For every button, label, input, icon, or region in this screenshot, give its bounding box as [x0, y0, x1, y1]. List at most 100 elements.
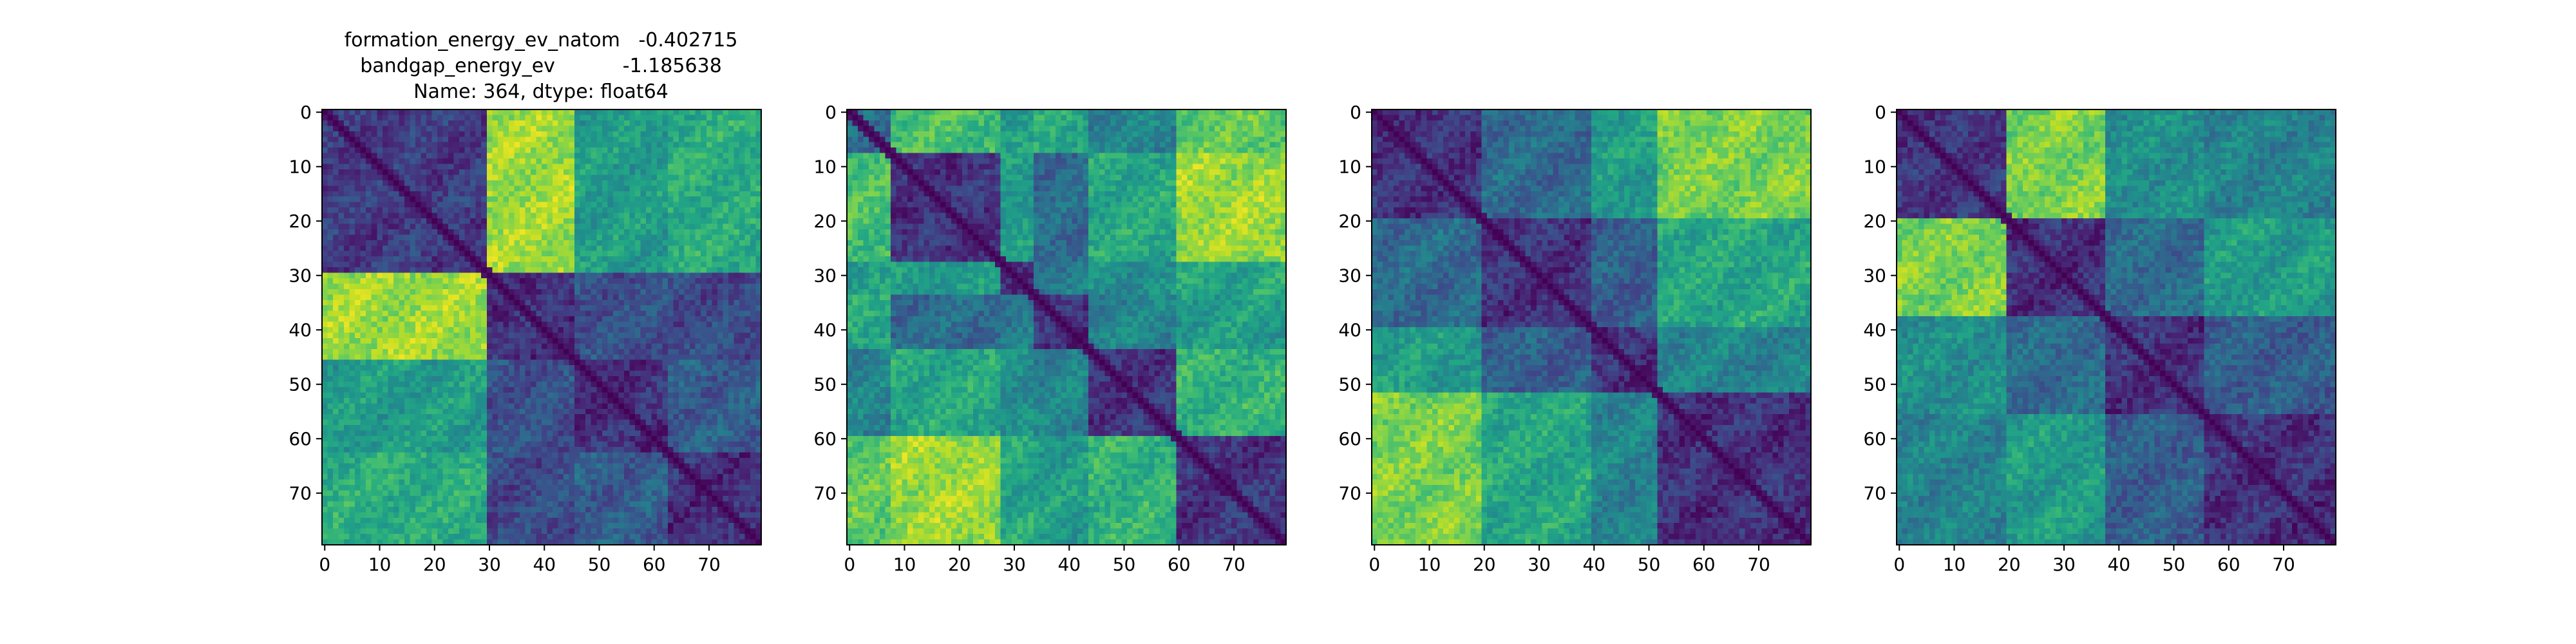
- heatmap-cell: [497, 115, 504, 121]
- heatmap-cell: [728, 191, 734, 197]
- heatmap-cell: [442, 207, 449, 214]
- heatmap-cell: [382, 251, 388, 257]
- heatmap-cell: [558, 175, 564, 181]
- heatmap-cell: [695, 381, 701, 388]
- heatmap-cell: [690, 278, 696, 284]
- heatmap-cell: [421, 419, 427, 426]
- heatmap-cell: [486, 386, 493, 393]
- heatmap-cell: [580, 397, 586, 404]
- heatmap-cell: [601, 305, 608, 312]
- heatmap-cell: [470, 343, 477, 350]
- heatmap-cell: [399, 359, 405, 366]
- heatmap-cell: [448, 376, 455, 383]
- heatmap-cell: [558, 441, 564, 448]
- heatmap-cell: [355, 218, 361, 225]
- heatmap-cell: [514, 305, 520, 312]
- heatmap-cell: [377, 267, 383, 274]
- heatmap-cell: [645, 218, 652, 225]
- heatmap-cell: [410, 305, 416, 312]
- heatmap-cell: [388, 376, 394, 383]
- heatmap-cell: [706, 267, 712, 274]
- heatmap-cell: [612, 305, 619, 312]
- heatmap-cell: [564, 218, 570, 225]
- heatmap-cell: [553, 169, 559, 175]
- heatmap-cell: [634, 169, 641, 175]
- heatmap-cell: [564, 419, 570, 426]
- heatmap-cell: [690, 147, 696, 154]
- heatmap-cell: [371, 321, 377, 328]
- heatmap-cell: [508, 408, 515, 415]
- heatmap-cell: [585, 337, 592, 344]
- heatmap-cell: [668, 278, 674, 284]
- heatmap-cell: [470, 381, 477, 388]
- heatmap-cell: [734, 261, 740, 268]
- heatmap-cell: [580, 321, 586, 328]
- heatmap-cell: [388, 381, 394, 388]
- heatmap-cell: [547, 207, 553, 214]
- heatmap-cell: [618, 392, 625, 399]
- heatmap-cell: [629, 229, 636, 235]
- heatmap-cell: [739, 299, 746, 306]
- heatmap-cell: [525, 202, 531, 208]
- heatmap-cell: [338, 299, 345, 306]
- heatmap-cell: [421, 153, 427, 159]
- heatmap-cell: [519, 370, 526, 377]
- heatmap-cell: [327, 283, 334, 290]
- heatmap-cell: [651, 332, 658, 339]
- heatmap-cell: [569, 185, 575, 192]
- heatmap-cell: [679, 294, 685, 301]
- heatmap-cell: [623, 218, 630, 225]
- heatmap-cell: [486, 131, 493, 137]
- heatmap-cell: [327, 446, 334, 453]
- heatmap-cell: [657, 147, 663, 154]
- heatmap-cell: [333, 218, 339, 225]
- heatmap-cell: [333, 414, 339, 421]
- heatmap-cell: [349, 283, 355, 290]
- heatmap-cell: [569, 376, 575, 383]
- heatmap-cell: [564, 234, 570, 241]
- heatmap-cell: [344, 120, 350, 126]
- heatmap-cell: [695, 414, 701, 421]
- heatmap-cell: [645, 376, 652, 383]
- heatmap-cell: [442, 115, 449, 121]
- heatmap-cell: [723, 354, 729, 361]
- heatmap-cell: [421, 365, 427, 372]
- heatmap-cell: [360, 386, 366, 393]
- heatmap-cell: [623, 115, 630, 121]
- heatmap-cell: [569, 142, 575, 148]
- heatmap-cell: [629, 169, 636, 175]
- heatmap-cell: [431, 267, 438, 274]
- heatmap-cell: [459, 414, 466, 421]
- heatmap-cell: [525, 142, 531, 148]
- heatmap-cell: [442, 234, 449, 241]
- heatmap-cell: [355, 120, 361, 126]
- heatmap-cell: [393, 441, 399, 448]
- heatmap-cell: [623, 147, 630, 154]
- heatmap-cell: [564, 272, 570, 279]
- heatmap-cell: [601, 202, 608, 208]
- heatmap-cell: [459, 218, 466, 225]
- heatmap-cell: [388, 120, 394, 126]
- heatmap-cell: [662, 234, 668, 241]
- heatmap-cell: [514, 316, 520, 323]
- heatmap-cell: [662, 441, 668, 448]
- heatmap-cell: [612, 142, 619, 148]
- heatmap-cell: [645, 370, 652, 377]
- heatmap-cell: [382, 147, 388, 154]
- heatmap-cell: [585, 240, 592, 246]
- heatmap-cell: [591, 386, 597, 393]
- heatmap-cell: [684, 386, 690, 393]
- heatmap-cell: [662, 419, 668, 426]
- heatmap-cell: [679, 131, 685, 137]
- heatmap-cell: [481, 207, 488, 214]
- heatmap-cell: [514, 283, 520, 290]
- heatmap-cell: [684, 109, 690, 116]
- heatmap-cell: [453, 109, 460, 116]
- heatmap-cell: [723, 180, 729, 186]
- heatmap-cell: [448, 381, 455, 388]
- heatmap-cell: [629, 245, 636, 252]
- heatmap-cell: [574, 348, 581, 355]
- heatmap-cell: [547, 240, 553, 246]
- heatmap-cell: [388, 169, 394, 175]
- heatmap-cell: [640, 381, 647, 388]
